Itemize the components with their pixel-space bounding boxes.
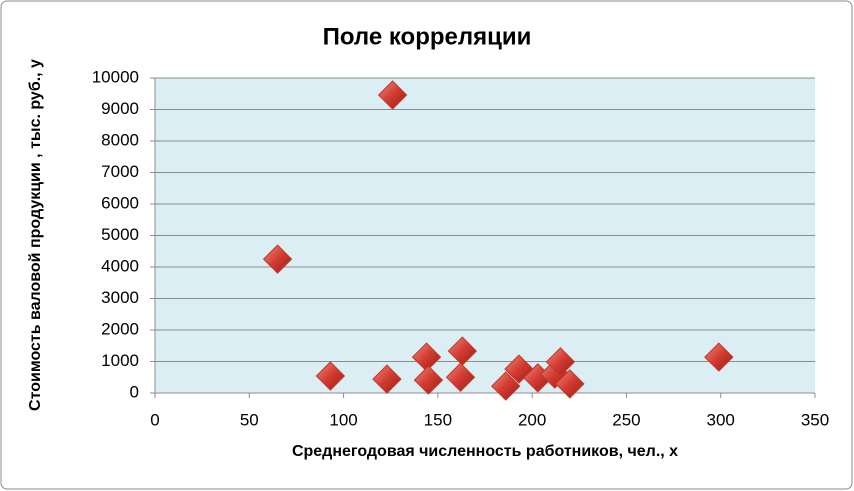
x-tick-label: 100 (329, 410, 357, 429)
data-point (545, 347, 576, 377)
y-tick-label: 5000 (101, 225, 139, 244)
y-tick-label: 9000 (101, 99, 139, 118)
x-tick-label: 0 (150, 410, 159, 429)
y-tick-label: 8000 (101, 130, 139, 149)
data-point (704, 342, 734, 372)
y-tick-label: 10000 (92, 67, 139, 86)
y-tick-label: 2000 (101, 319, 139, 338)
x-tick-label: 250 (612, 410, 640, 429)
data-point (377, 80, 408, 110)
y-axis-label: Стоимость валовой продукции , тыс. руб.,… (27, 59, 44, 411)
x-tick-label: 150 (424, 410, 452, 429)
data-point (262, 244, 293, 274)
y-tick-label: 0 (130, 382, 139, 401)
x-tick-label: 200 (518, 410, 546, 429)
data-point (315, 361, 346, 391)
data-point (504, 354, 534, 384)
y-tick-label: 6000 (101, 193, 139, 212)
data-point (372, 364, 402, 394)
y-tick-label: 1000 (101, 351, 139, 370)
chart-title: Поле корреляции (323, 23, 532, 50)
x-tick-label: 350 (801, 410, 829, 429)
x-axis-label: Среднегодовая численность работников, че… (292, 443, 678, 460)
data-point (555, 369, 585, 399)
data-point (491, 371, 521, 401)
data-point (445, 362, 476, 392)
y-tick-label: 7000 (101, 162, 139, 181)
x-tick-label: 300 (707, 410, 735, 429)
data-point (413, 365, 444, 395)
y-tick-label: 4000 (101, 256, 139, 275)
x-tick-label: 50 (240, 410, 259, 429)
y-tick-label: 3000 (101, 288, 139, 307)
